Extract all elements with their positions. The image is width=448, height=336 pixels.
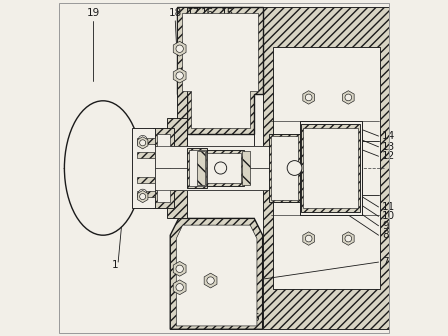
Polygon shape [170,218,263,329]
Bar [137,191,155,197]
Circle shape [207,277,214,284]
Text: 6: 6 [253,312,259,323]
Polygon shape [303,91,314,104]
Bar [153,128,174,208]
Polygon shape [138,137,148,149]
Bar [155,146,269,190]
Text: 19: 19 [86,8,99,18]
Circle shape [138,135,147,144]
Bar [137,152,155,158]
Text: 16: 16 [201,8,215,18]
Text: 2: 2 [202,312,209,323]
Bar [187,148,207,188]
Circle shape [176,72,183,79]
Polygon shape [273,47,380,289]
Polygon shape [343,91,354,104]
Text: 17: 17 [187,8,200,18]
Text: 14: 14 [382,131,395,141]
Bar [157,134,170,202]
Polygon shape [173,41,186,56]
Bar [207,153,241,183]
Polygon shape [167,118,197,218]
Polygon shape [177,7,187,151]
Text: 1: 1 [112,260,118,270]
Polygon shape [182,13,258,128]
Polygon shape [204,273,217,288]
Polygon shape [177,7,263,134]
Text: 7: 7 [382,257,388,267]
Bar [242,151,250,185]
Polygon shape [173,261,186,276]
Bar [155,146,271,168]
Ellipse shape [65,101,142,235]
Bar [301,124,360,212]
Circle shape [176,45,183,52]
Circle shape [345,235,352,242]
Circle shape [176,265,183,272]
Bar [204,150,244,186]
Text: 13: 13 [382,142,395,152]
Bar [155,168,271,190]
Bar [197,151,204,185]
Bar [269,134,300,202]
Bar [132,128,155,208]
Text: 11: 11 [382,202,395,212]
Text: 8: 8 [382,230,388,240]
Polygon shape [343,232,354,245]
Polygon shape [138,191,148,203]
Text: 9: 9 [382,221,388,231]
Text: 15: 15 [221,8,234,18]
Polygon shape [173,280,186,295]
Circle shape [138,189,147,198]
Polygon shape [303,232,314,245]
Bar [137,177,155,183]
Bar [300,121,362,215]
Circle shape [140,140,146,146]
Bar [137,138,155,144]
Circle shape [287,161,302,175]
Bar [303,128,358,208]
Polygon shape [263,7,389,329]
Circle shape [306,94,312,101]
Polygon shape [177,225,257,326]
Circle shape [140,194,146,200]
Bar [271,136,298,200]
Text: 5: 5 [245,312,251,323]
Text: 10: 10 [382,211,395,221]
Text: 18: 18 [168,8,182,18]
Polygon shape [173,68,186,83]
Text: 3: 3 [224,312,231,323]
Circle shape [176,284,183,291]
Text: 4: 4 [237,312,243,323]
Circle shape [345,94,352,101]
Bar [189,150,206,186]
Text: 12: 12 [382,151,395,161]
Circle shape [306,235,312,242]
Circle shape [215,162,227,174]
